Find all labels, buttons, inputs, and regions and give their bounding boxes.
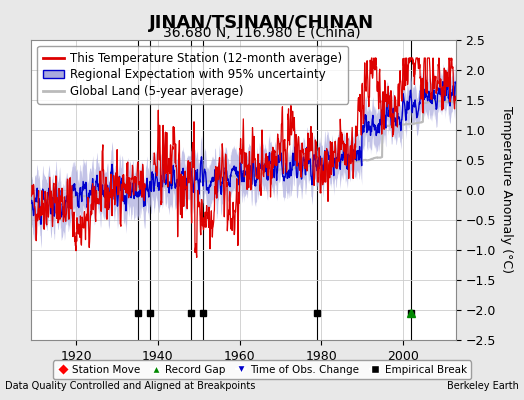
Text: JINAN/TSINAN/CHINAN: JINAN/TSINAN/CHINAN xyxy=(149,14,375,32)
Legend: Station Move, Record Gap, Time of Obs. Change, Empirical Break: Station Move, Record Gap, Time of Obs. C… xyxy=(53,360,471,379)
Text: Berkeley Earth: Berkeley Earth xyxy=(447,381,519,391)
Text: Data Quality Controlled and Aligned at Breakpoints: Data Quality Controlled and Aligned at B… xyxy=(5,381,256,391)
Text: 36.680 N, 116.980 E (China): 36.680 N, 116.980 E (China) xyxy=(163,26,361,40)
Y-axis label: Temperature Anomaly (°C): Temperature Anomaly (°C) xyxy=(500,106,513,274)
Legend: This Temperature Station (12-month average), Regional Expectation with 95% uncer: This Temperature Station (12-month avera… xyxy=(37,46,348,104)
